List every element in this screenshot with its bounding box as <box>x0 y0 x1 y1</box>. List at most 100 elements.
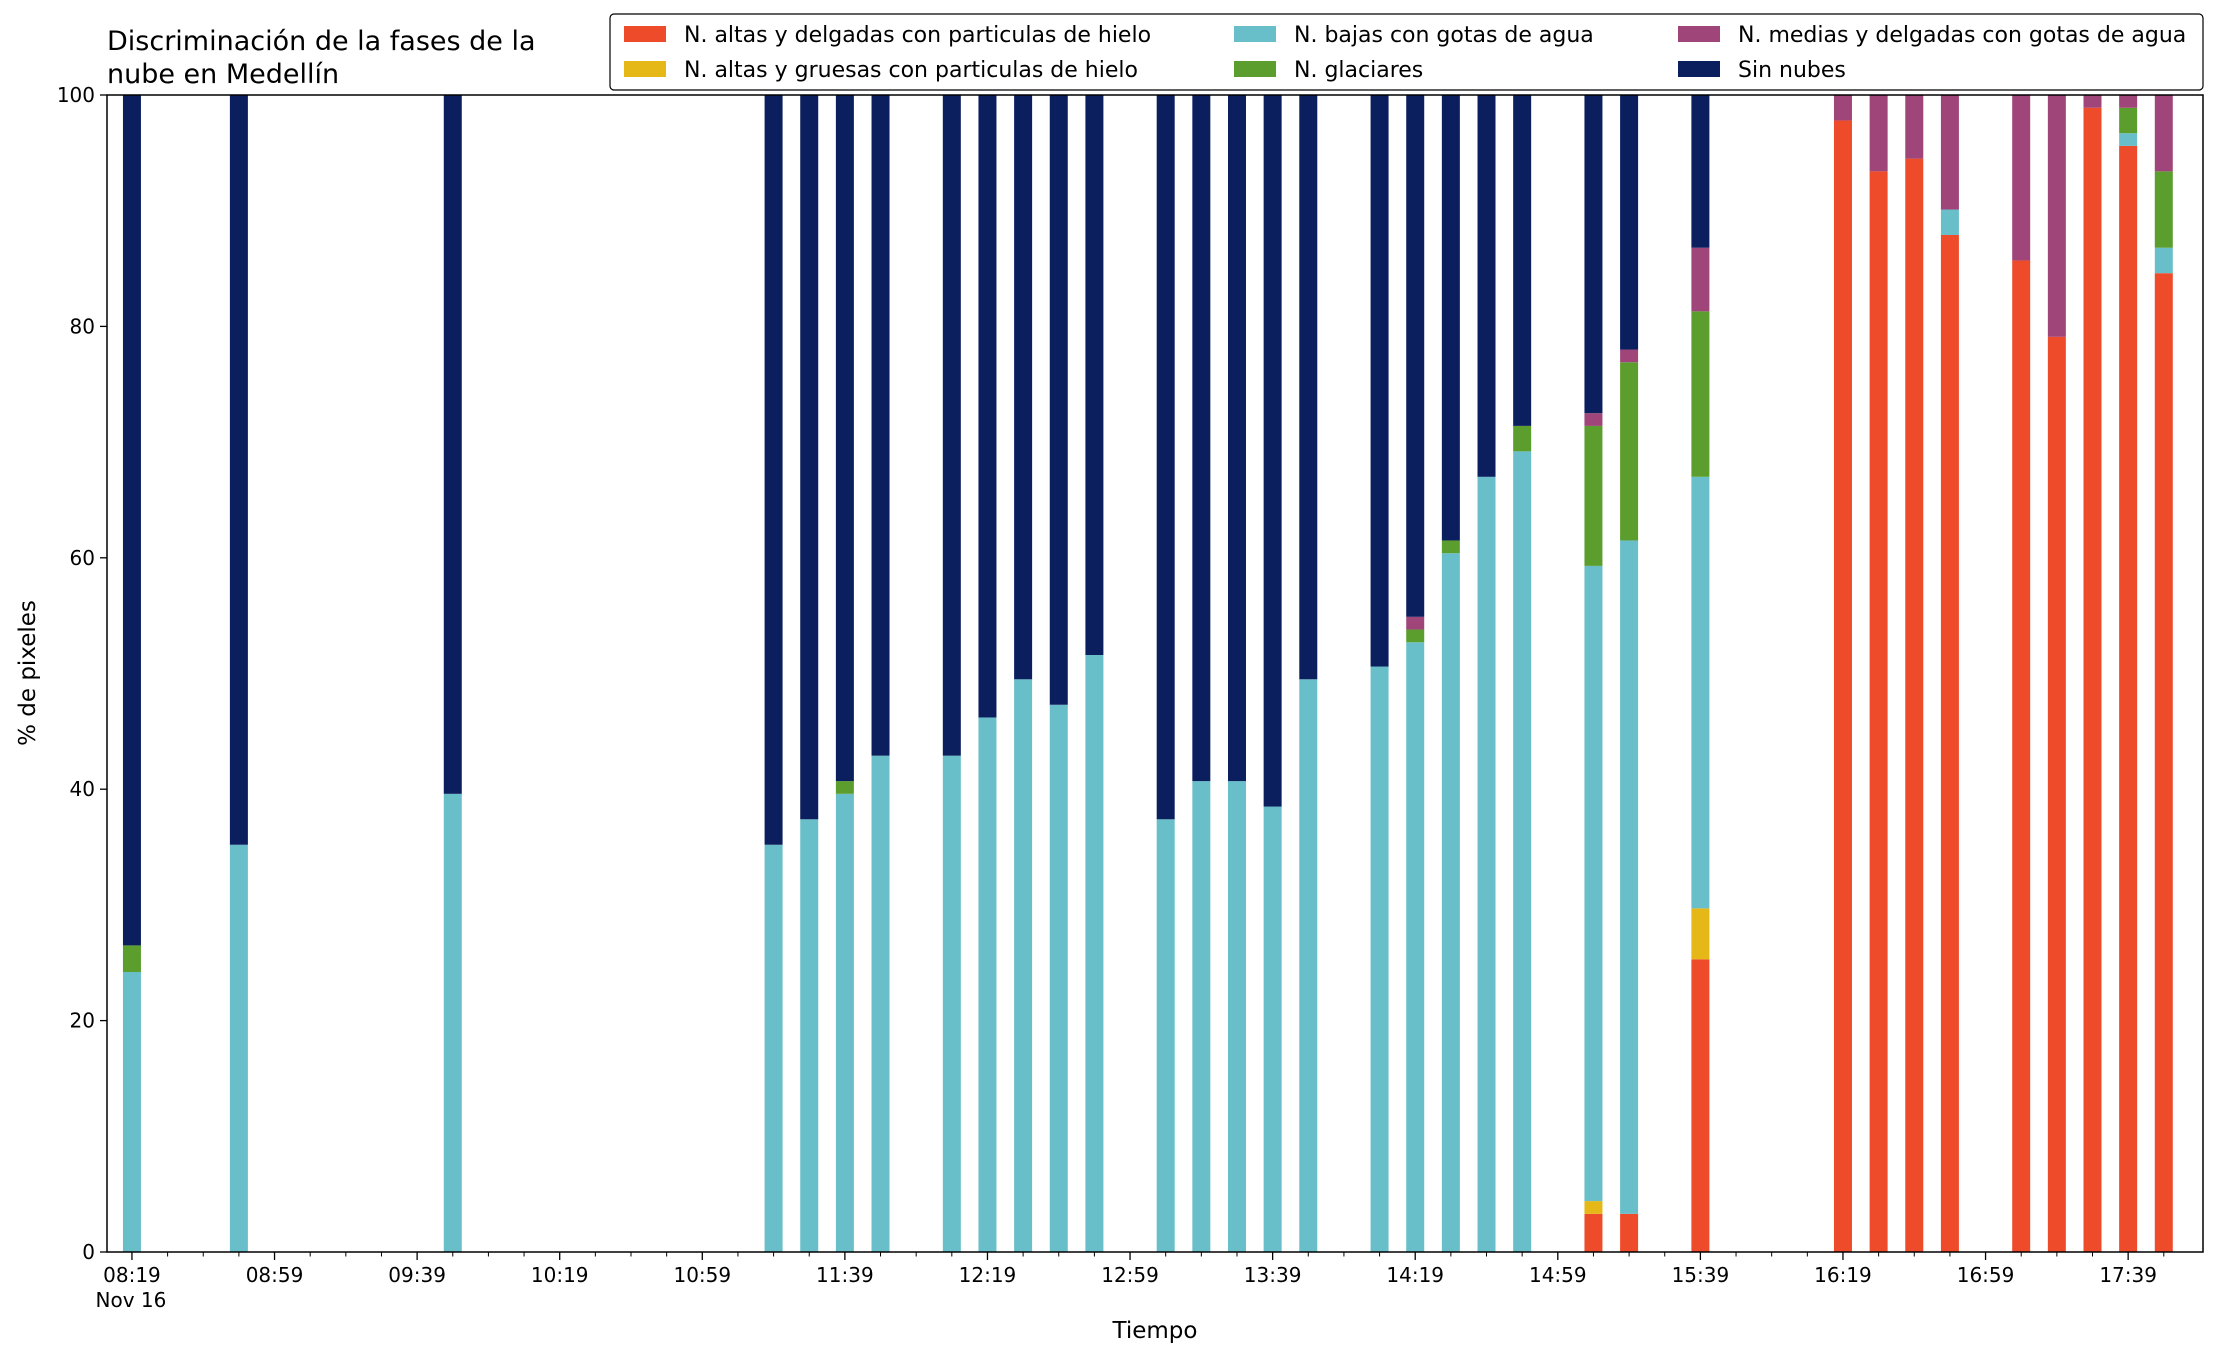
bar-segment-md-27 <box>1905 95 1924 159</box>
legend-swatch-md <box>1678 26 1720 42</box>
bar-segment-sn-15 <box>1263 95 1282 807</box>
bar-segment-sn-21 <box>1513 95 1532 426</box>
x-tick-label: 10:59 <box>673 1263 731 1287</box>
bar-segment-ah-24 <box>1691 959 1710 1252</box>
bar-segment-sn-18 <box>1406 95 1425 617</box>
bar-segment-bg-13 <box>1192 781 1211 1252</box>
bar-segment-bg-33 <box>2154 247 2173 274</box>
bar-segment-md-26 <box>1869 95 1888 172</box>
bar-segment-bg-0 <box>122 972 141 1252</box>
legend-label-sn: Sin nubes <box>1738 58 1846 83</box>
x-tick-label: 14:19 <box>1386 1263 1444 1287</box>
x-tick-label: 16:19 <box>1814 1263 1872 1287</box>
bar-segment-bg-10 <box>1049 704 1068 1252</box>
bar-segment-sn-12 <box>1156 95 1175 820</box>
bar-segment-gl-24 <box>1691 311 1710 477</box>
bar-segment-ah-28 <box>1940 235 1959 1252</box>
chart-title-line-2: nube en Medellín <box>107 59 339 90</box>
bar-segment-md-18 <box>1406 616 1425 630</box>
bar-segment-ah-23 <box>1620 1213 1639 1252</box>
bar-segment-sn-23 <box>1620 95 1639 350</box>
bar-segment-bg-12 <box>1156 819 1175 1252</box>
bar-segment-sn-5 <box>835 95 854 782</box>
legend-swatch-ah <box>624 26 666 42</box>
bar-segment-sn-4 <box>800 95 819 820</box>
bar-segment-bg-24 <box>1691 476 1710 909</box>
bar-segment-sn-16 <box>1299 95 1318 680</box>
legend-label-ag: N. altas y gruesas con particulas de hie… <box>684 58 1138 83</box>
y-tick-label: 100 <box>57 83 95 107</box>
legend-label-bg: N. bajas con gotas de agua <box>1294 23 1594 48</box>
bar-segment-sn-1 <box>229 95 248 845</box>
bar-segment-md-25 <box>1833 95 1852 121</box>
bar-segment-bg-7 <box>942 755 961 1252</box>
legend-box <box>609 13 2204 91</box>
bar-segment-gl-23 <box>1620 362 1639 541</box>
bar-segment-sn-10 <box>1049 95 1068 705</box>
bar-segment-bg-19 <box>1441 553 1460 1252</box>
bar-segment-sn-7 <box>942 95 961 756</box>
x-tick-label: 14:59 <box>1529 1263 1587 1287</box>
bar-segment-sn-0 <box>122 95 141 946</box>
bar-segment-ag-24 <box>1691 908 1710 960</box>
bar-segment-bg-6 <box>871 755 890 1252</box>
y-tick-label: 80 <box>70 314 95 338</box>
bar-segment-ah-29 <box>2012 260 2031 1252</box>
bar-segment-bg-1 <box>229 844 248 1252</box>
x-tick-label: 17:39 <box>2099 1263 2157 1287</box>
legend-swatch-gl <box>1234 61 1276 77</box>
bar-segment-bg-28 <box>1940 209 1959 235</box>
y-tick-label: 20 <box>70 1009 95 1033</box>
bar-segment-md-28 <box>1940 95 1959 210</box>
bar-segment-ah-31 <box>2083 107 2102 1253</box>
legend-label-ah: N. altas y delgadas con particulas de hi… <box>684 23 1151 48</box>
bars-layer <box>122 95 2173 1253</box>
bar-segment-gl-21 <box>1513 425 1532 452</box>
bar-segment-gl-19 <box>1441 540 1460 554</box>
bar-segment-bg-17 <box>1370 666 1389 1252</box>
bar-segment-bg-22 <box>1584 565 1603 1202</box>
x-tick-label: 09:39 <box>388 1263 446 1287</box>
x-tick-label: 11:39 <box>816 1263 874 1287</box>
bar-segment-sn-22 <box>1584 95 1603 414</box>
bar-segment-sn-19 <box>1441 95 1460 541</box>
bar-segment-sn-13 <box>1192 95 1211 782</box>
bar-segment-sn-6 <box>871 95 890 756</box>
bar-segment-bg-8 <box>978 717 997 1252</box>
bar-segment-sn-17 <box>1370 95 1389 667</box>
bar-segment-gl-0 <box>122 945 141 972</box>
bar-segment-ah-25 <box>1833 120 1852 1253</box>
bar-segment-md-24 <box>1691 247 1710 312</box>
bar-segment-ag-22 <box>1584 1201 1603 1214</box>
bar-segment-sn-14 <box>1227 95 1246 782</box>
bar-segment-md-30 <box>2047 95 2066 337</box>
bar-segment-ah-32 <box>2119 145 2138 1252</box>
bar-segment-bg-21 <box>1513 451 1532 1252</box>
bar-segment-bg-14 <box>1227 781 1246 1252</box>
x-tick-label: 16:59 <box>1957 1263 2015 1287</box>
legend: N. altas y delgadas con particulas de hi… <box>609 13 2204 91</box>
x-tick-label: 15:39 <box>1672 1263 1730 1287</box>
x-tick-label: 08:59 <box>246 1263 304 1287</box>
bar-segment-sn-11 <box>1085 95 1104 655</box>
bar-segment-gl-33 <box>2154 171 2173 248</box>
bar-segment-bg-15 <box>1263 806 1282 1252</box>
bar-segment-bg-16 <box>1299 679 1318 1252</box>
bar-segment-sn-24 <box>1691 95 1710 248</box>
legend-swatch-ag <box>624 61 666 77</box>
bar-segment-bg-20 <box>1477 476 1496 1252</box>
bar-segment-bg-23 <box>1620 540 1639 1214</box>
bar-segment-md-23 <box>1620 349 1639 363</box>
bar-segment-bg-3 <box>764 844 783 1252</box>
plot-frame <box>106 94 2204 1253</box>
bar-segment-ah-33 <box>2154 273 2173 1252</box>
y-tick-label: 40 <box>70 777 95 801</box>
bar-segment-sn-8 <box>978 95 997 718</box>
bar-segment-bg-11 <box>1085 654 1104 1252</box>
x-tick-label: 10:19 <box>531 1263 589 1287</box>
bar-segment-md-22 <box>1584 413 1603 426</box>
bar-segment-gl-32 <box>2119 107 2138 134</box>
bar-segment-gl-18 <box>1406 629 1425 643</box>
